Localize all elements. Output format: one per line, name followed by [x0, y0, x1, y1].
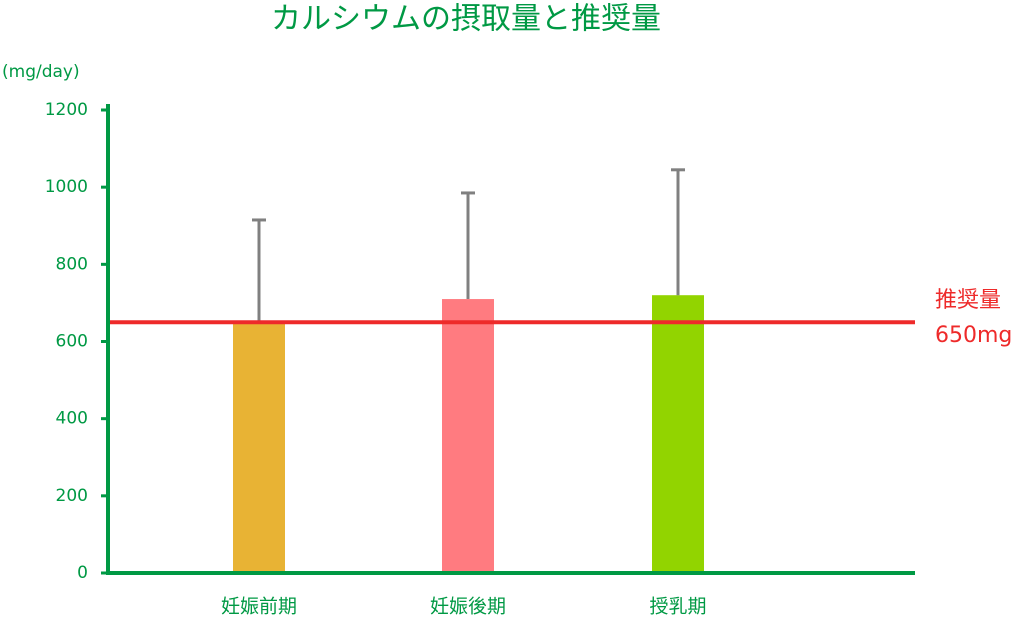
reference-name: 推奨量	[935, 288, 1001, 313]
y-tick-label: 600	[56, 332, 88, 352]
y-tick-label: 800	[56, 254, 88, 274]
y-tick-label: 1000	[45, 177, 88, 197]
chart-title: カルシウムの摂取量と推奨量	[271, 2, 661, 37]
y-tick-label: 0	[77, 563, 88, 583]
bar	[233, 322, 285, 573]
x-tick-label: 妊娠前期	[221, 596, 297, 618]
y-tick-label: 1200	[45, 100, 88, 120]
x-tick-label: 授乳期	[649, 596, 706, 618]
x-tick-label: 妊娠後期	[430, 596, 506, 618]
reference-label: 650mg	[935, 323, 1012, 348]
bar	[442, 299, 494, 573]
y-tick-label: 400	[56, 409, 88, 429]
y-axis-label: (mg/day)	[2, 62, 80, 82]
y-tick-label: 200	[56, 486, 88, 506]
bar	[652, 295, 704, 573]
